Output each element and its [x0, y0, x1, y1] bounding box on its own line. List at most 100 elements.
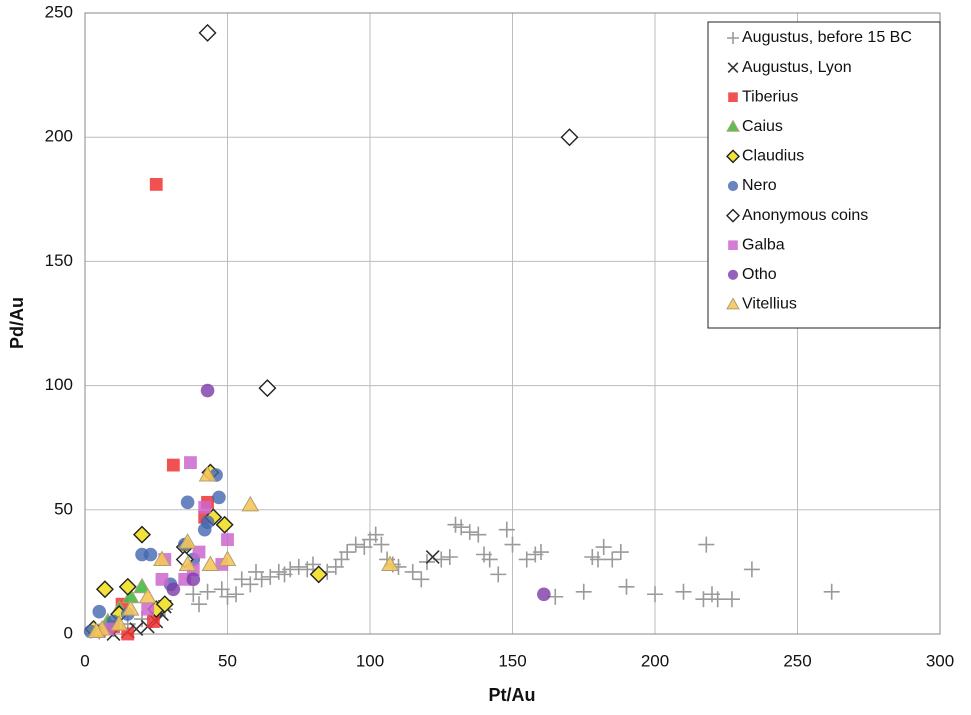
legend-label: Caius [742, 118, 783, 135]
point [709, 591, 726, 608]
point [258, 379, 277, 398]
point [180, 495, 195, 510]
point [262, 568, 279, 585]
point [215, 515, 234, 534]
point [612, 544, 629, 561]
point [212, 490, 226, 505]
point [149, 177, 163, 191]
point [698, 536, 715, 553]
legend-symbol [726, 119, 740, 132]
point [305, 556, 321, 573]
point [425, 550, 440, 564]
legend-label: Claudius [742, 148, 804, 165]
point [121, 600, 140, 616]
point [153, 550, 171, 566]
y-tick-label: 200 [45, 127, 73, 146]
point [413, 571, 430, 588]
point [498, 521, 515, 538]
legend-item: Augustus, before 15 BC [727, 29, 912, 46]
point [339, 544, 356, 561]
point [201, 555, 220, 571]
x-tick-label: 100 [356, 651, 384, 670]
y-tick-label: 250 [45, 2, 73, 21]
point [241, 495, 260, 512]
point [141, 602, 155, 616]
x-tick-label: 200 [641, 651, 669, 670]
point [675, 583, 692, 600]
point [441, 548, 458, 565]
point [218, 550, 237, 566]
legend-label: Galba [742, 236, 785, 253]
point [185, 586, 202, 603]
x-tick-label: 0 [80, 651, 89, 670]
point [823, 583, 840, 600]
point [533, 544, 549, 561]
series [87, 466, 399, 639]
legend-item: Galba [728, 236, 785, 253]
legend-symbol [726, 149, 740, 164]
point [537, 587, 551, 602]
legend-symbol [726, 297, 740, 310]
legend-label: Augustus, Lyon [742, 59, 852, 76]
point [233, 571, 250, 588]
legend-item: Tiberius [728, 88, 798, 105]
point [282, 561, 299, 578]
point [453, 519, 470, 536]
legend-symbol [727, 269, 739, 280]
legend-label: Vitellius [742, 296, 797, 313]
point [381, 555, 399, 571]
legend-symbol [727, 62, 739, 73]
point [219, 588, 236, 605]
legend-label: Nero [742, 177, 777, 194]
point [121, 627, 135, 641]
point [367, 526, 384, 543]
legend-symbol [728, 240, 738, 250]
point [373, 536, 390, 553]
point [221, 533, 234, 547]
point [138, 587, 157, 604]
point [147, 615, 160, 628]
point [575, 583, 592, 600]
point [110, 615, 129, 631]
y-axis-title: Pd/Au [7, 297, 27, 349]
legend-box [707, 21, 941, 329]
point [481, 551, 498, 568]
point [184, 456, 197, 470]
legend-item: Otho [727, 266, 777, 283]
point [192, 545, 206, 559]
point [95, 580, 114, 599]
point [618, 578, 635, 595]
point [178, 555, 197, 571]
x-axis-title: Pt/Au [489, 685, 536, 705]
x-tick-label: 300 [926, 651, 954, 670]
point [166, 458, 180, 472]
legend-item: Vitellius [726, 296, 797, 313]
point [200, 383, 215, 398]
point [504, 536, 521, 553]
legend-symbol [728, 92, 738, 102]
point [155, 572, 169, 586]
point [518, 551, 535, 568]
x-tick-label: 150 [498, 651, 526, 670]
legend-symbol [726, 208, 740, 223]
legend-symbol [727, 180, 739, 192]
point [186, 572, 201, 587]
legend-item: Nero [727, 177, 777, 194]
y-tick-label: 50 [54, 499, 73, 518]
x-tick-label: 250 [783, 651, 811, 670]
point [143, 547, 158, 562]
point [743, 561, 760, 578]
point [290, 558, 307, 575]
legend-item: Claudius [726, 148, 804, 165]
point [604, 551, 621, 568]
point [347, 536, 364, 553]
point [595, 539, 612, 556]
point [199, 583, 216, 600]
legend-item: Augustus, Lyon [727, 59, 852, 76]
point [723, 591, 740, 608]
legend-label: Tiberius [742, 88, 798, 105]
point [178, 533, 197, 549]
point [253, 571, 270, 588]
point [560, 128, 579, 147]
